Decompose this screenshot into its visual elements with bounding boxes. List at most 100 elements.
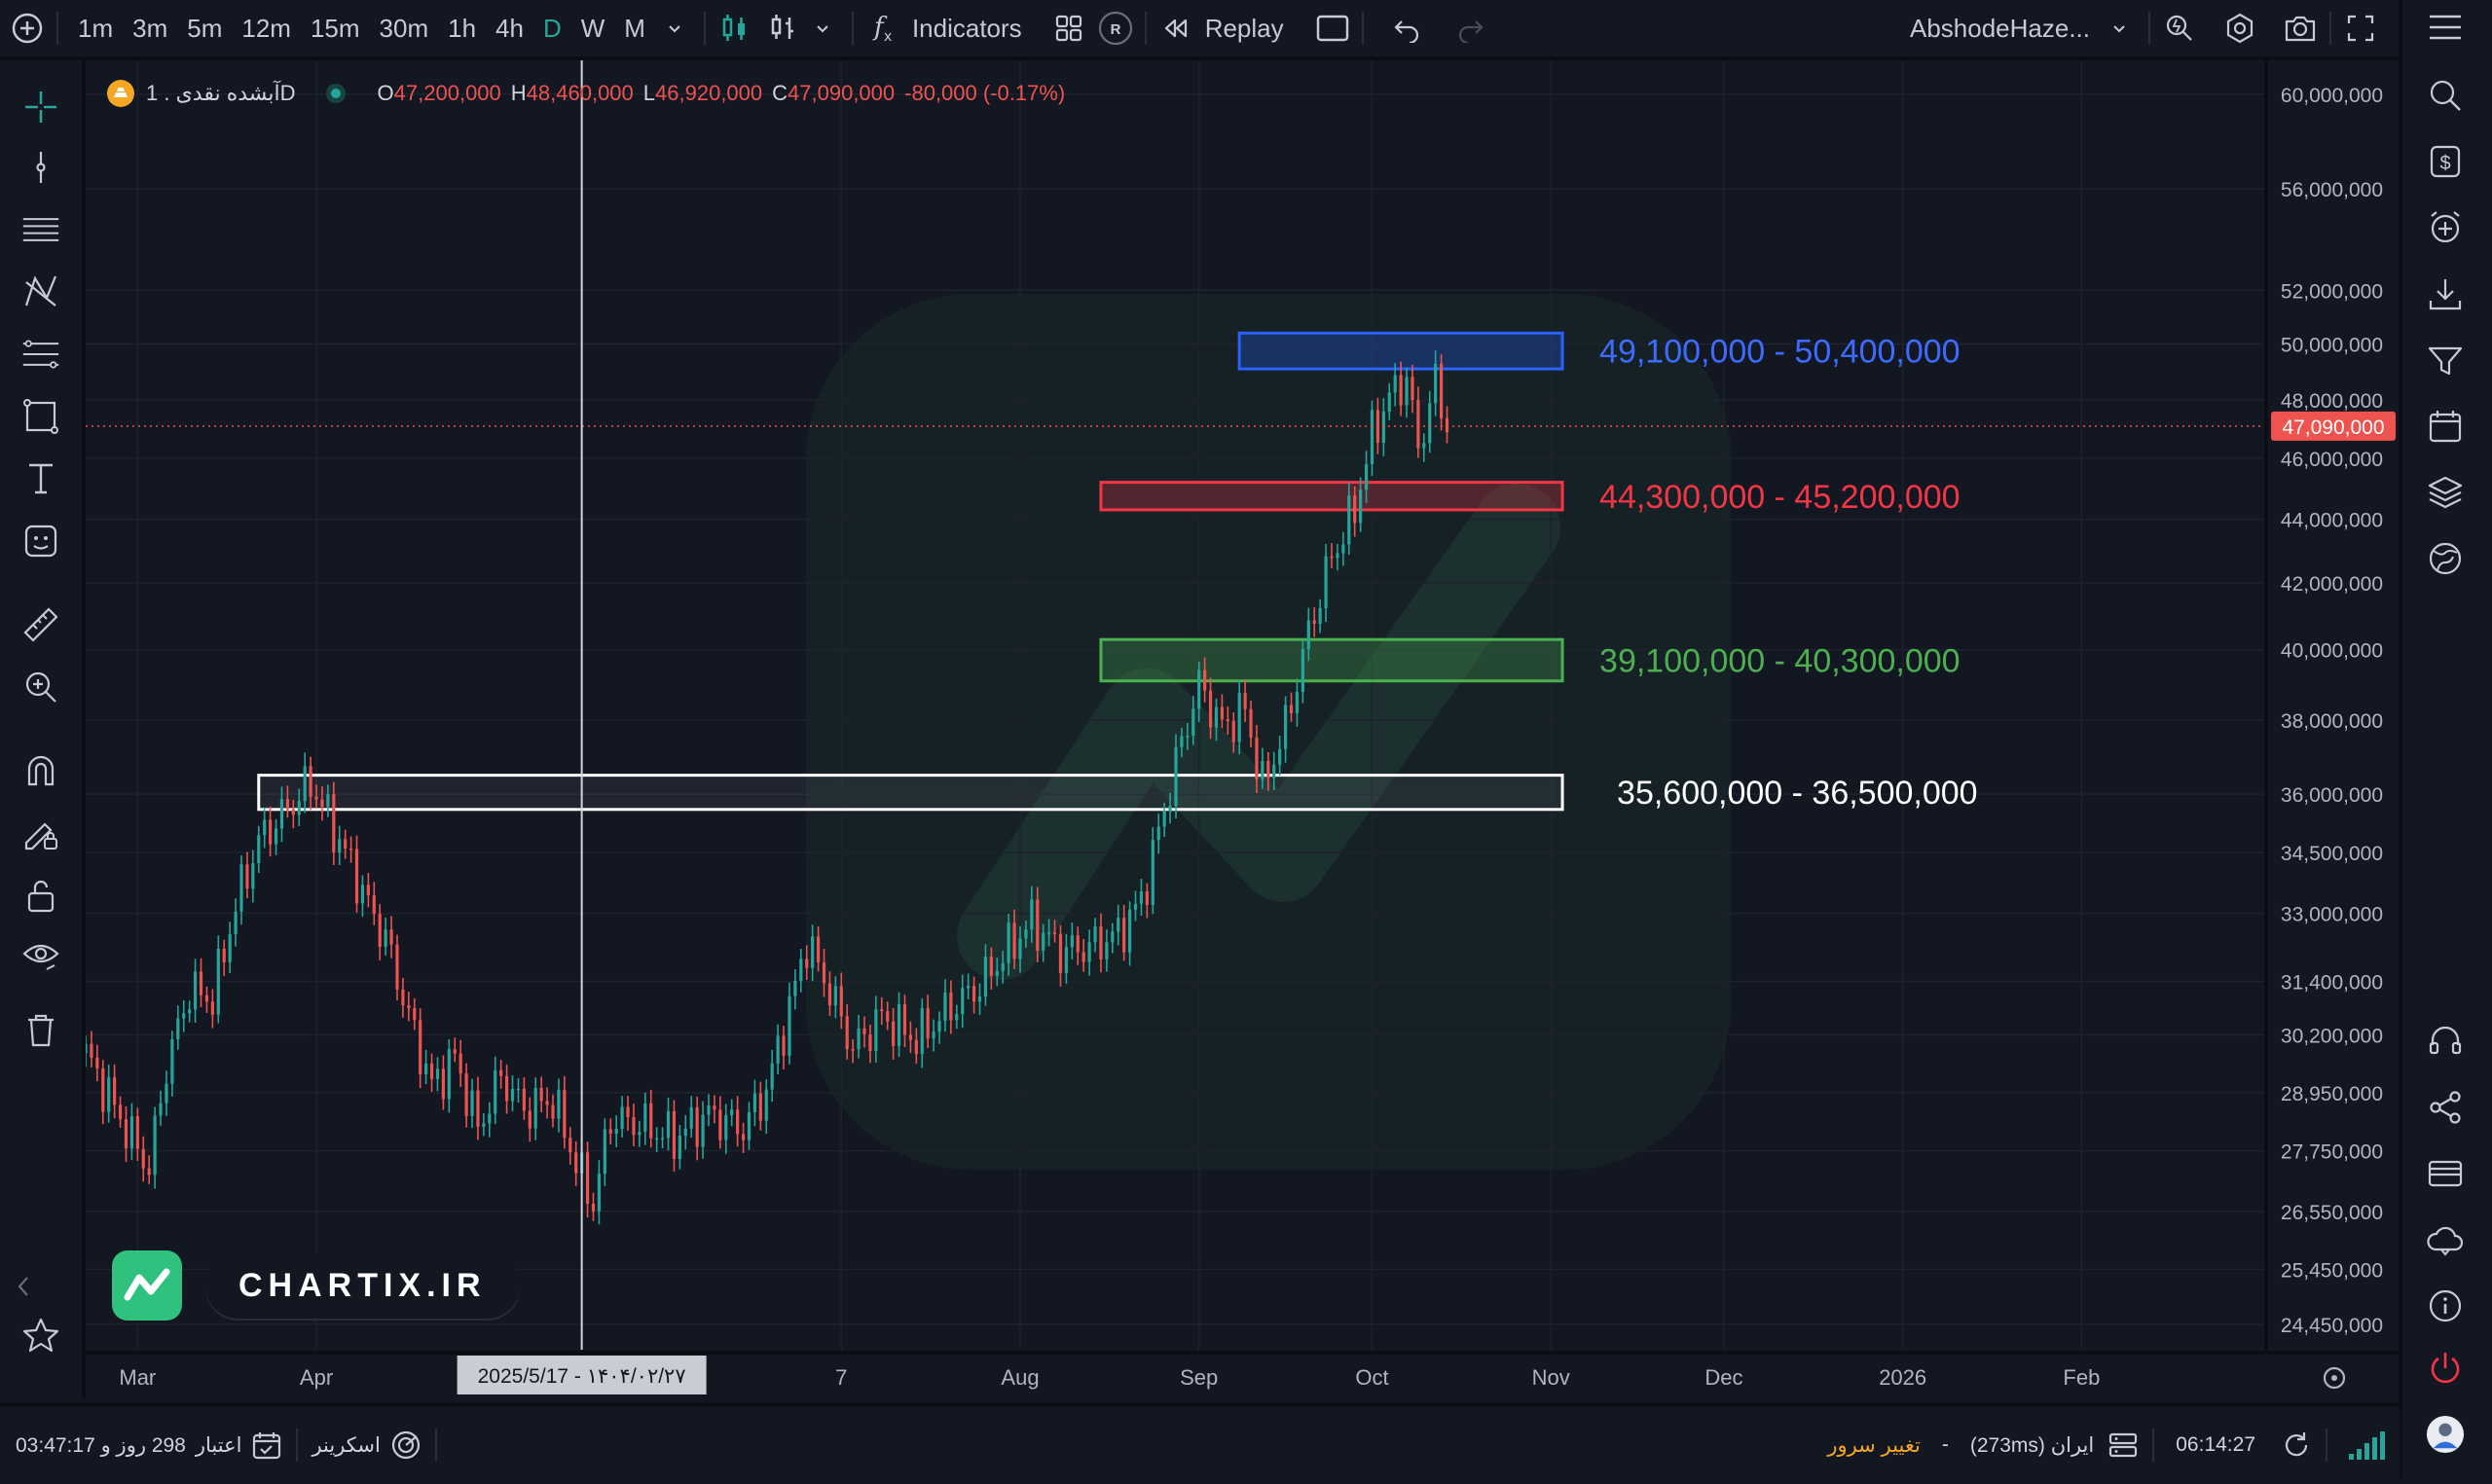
pattern-icon[interactable] <box>21 272 60 311</box>
zoom-in-icon[interactable] <box>21 668 60 706</box>
interval-3m[interactable]: 3m <box>132 13 168 43</box>
x-tick-label: 7 <box>835 1365 847 1390</box>
replay-badge-icon[interactable]: R <box>1096 9 1135 48</box>
candle-body <box>118 1104 123 1120</box>
trash-icon[interactable] <box>21 1010 60 1049</box>
candle-body <box>1180 736 1184 747</box>
replay-button[interactable]: Replay <box>1204 13 1284 43</box>
server-icon[interactable] <box>2104 1426 2143 1465</box>
candle-body <box>1133 903 1138 910</box>
trend-line-icon[interactable] <box>21 148 60 187</box>
rewind-icon[interactable] <box>1156 9 1195 48</box>
square-icon[interactable] <box>1313 9 1352 48</box>
open-label: O <box>377 81 394 105</box>
search-icon[interactable] <box>2426 76 2465 115</box>
settings-icon[interactable] <box>2220 9 2259 48</box>
dollar-icon[interactable]: $ <box>2426 142 2465 181</box>
text-tool-icon[interactable] <box>21 459 60 498</box>
cloud-alert-icon[interactable] <box>2426 1220 2465 1259</box>
interval-12m[interactable]: 12m <box>241 13 291 43</box>
candle-body <box>1127 909 1132 953</box>
axis-settings-icon[interactable] <box>2323 1366 2346 1390</box>
layers-icon[interactable] <box>2426 473 2465 512</box>
crosshair-date-label: 2025/5/17 - ۱۴۰۴/۰۲/۲۷ <box>478 1365 686 1388</box>
candle-body <box>902 1004 907 1035</box>
candle-body <box>1036 899 1040 951</box>
fullscreen-icon[interactable] <box>2341 9 2380 48</box>
interval-1h[interactable]: 1h <box>448 13 477 43</box>
chevron-down-icon[interactable] <box>655 9 694 48</box>
open-value: 47,200,000 <box>393 81 501 105</box>
price-chart[interactable]: 49,100,000 - 50,400,000 44,300,000 - 45,2… <box>84 60 2400 1401</box>
axis-settings-ring <box>2323 1366 2346 1390</box>
layout-grid-icon[interactable] <box>1049 9 1088 48</box>
change-server-link[interactable]: تغییر سرور <box>1827 1433 1921 1457</box>
horizontal-lines-icon[interactable] <box>21 210 60 249</box>
candle-body <box>816 936 821 962</box>
interval-M[interactable]: M <box>624 13 645 43</box>
server-label: ایران (273ms) <box>1969 1433 2095 1457</box>
y-tick-label: 25,450,000 <box>2281 1259 2383 1282</box>
interval-W[interactable]: W <box>580 13 605 43</box>
globe-icon[interactable] <box>2426 539 2465 578</box>
add-symbol-icon[interactable] <box>8 9 47 48</box>
unlock-icon[interactable] <box>21 876 60 915</box>
interval-4h[interactable]: 4h <box>495 13 524 43</box>
calendar-icon[interactable] <box>2426 407 2465 446</box>
download-icon[interactable] <box>2426 274 2465 313</box>
magnet-icon[interactable] <box>21 751 60 790</box>
candle-body <box>314 796 318 800</box>
chevron-down-icon[interactable] <box>803 9 842 48</box>
fib-tools-icon[interactable] <box>21 335 60 374</box>
card-icon[interactable] <box>2426 1154 2465 1193</box>
account-menu[interactable]: AbshodeHaze... <box>1909 13 2090 43</box>
radar-icon[interactable] <box>386 1426 425 1465</box>
interval-D[interactable]: D <box>542 13 562 43</box>
interval-1m[interactable]: 1m <box>78 13 114 43</box>
candle-body <box>458 1053 462 1074</box>
candle-body <box>718 1109 722 1140</box>
avatar[interactable] <box>2426 1415 2465 1454</box>
candles-icon[interactable] <box>715 9 754 48</box>
redo-icon[interactable] <box>1451 9 1490 48</box>
interval-5m[interactable]: 5m <box>187 13 223 43</box>
indicators-button[interactable]: Indicators <box>911 13 1022 43</box>
candle-body <box>1047 932 1051 934</box>
candle-body <box>892 1021 896 1046</box>
interval-30m[interactable]: 30m <box>379 13 429 43</box>
rectangle-tool-icon[interactable] <box>21 397 60 436</box>
quick-search-icon[interactable] <box>2160 9 2199 48</box>
symbol-name[interactable]: آبشده نقدی . 1D <box>146 81 296 105</box>
share-icon[interactable] <box>2426 1088 2465 1127</box>
ruler-icon[interactable] <box>21 605 60 644</box>
refresh-icon[interactable] <box>2277 1426 2316 1465</box>
info-icon[interactable] <box>2426 1286 2465 1325</box>
screener-label[interactable]: اسکرینر <box>312 1433 381 1457</box>
support-icon[interactable] <box>2426 1022 2465 1061</box>
menu-icon[interactable] <box>2426 8 2465 47</box>
chart-type-icon[interactable] <box>764 9 803 48</box>
calendar-check-icon[interactable] <box>247 1426 286 1465</box>
candle-body <box>752 1093 757 1112</box>
credit-value: 298 روز و 03:47:17 <box>16 1433 186 1457</box>
candle-body <box>348 848 353 851</box>
add-alert-icon[interactable] <box>2426 208 2465 247</box>
interval-15m[interactable]: 15m <box>310 13 360 43</box>
chart-pane[interactable]: 49,100,000 - 50,400,000 44,300,000 - 45,2… <box>84 60 2400 1401</box>
power-icon[interactable] <box>2426 1349 2465 1388</box>
star-icon[interactable] <box>21 1316 60 1355</box>
candle-body <box>239 864 243 912</box>
collapse-arrow-icon[interactable] <box>4 1267 43 1306</box>
zone-labels-layer: 49,100,000 - 50,400,000 44,300,000 - 45,2… <box>86 334 2266 812</box>
candle-body <box>129 1116 134 1149</box>
eye-icon[interactable] <box>21 936 60 975</box>
undo-icon[interactable] <box>1387 9 1426 48</box>
chevron-down-icon[interactable] <box>2100 9 2139 48</box>
filter-icon[interactable] <box>2426 341 2465 380</box>
crosshair-icon[interactable] <box>21 88 60 127</box>
candle-body <box>839 986 843 1017</box>
sticker-icon[interactable] <box>21 522 60 561</box>
camera-icon[interactable] <box>2281 9 2320 48</box>
lock-drawing-icon[interactable] <box>21 814 60 852</box>
